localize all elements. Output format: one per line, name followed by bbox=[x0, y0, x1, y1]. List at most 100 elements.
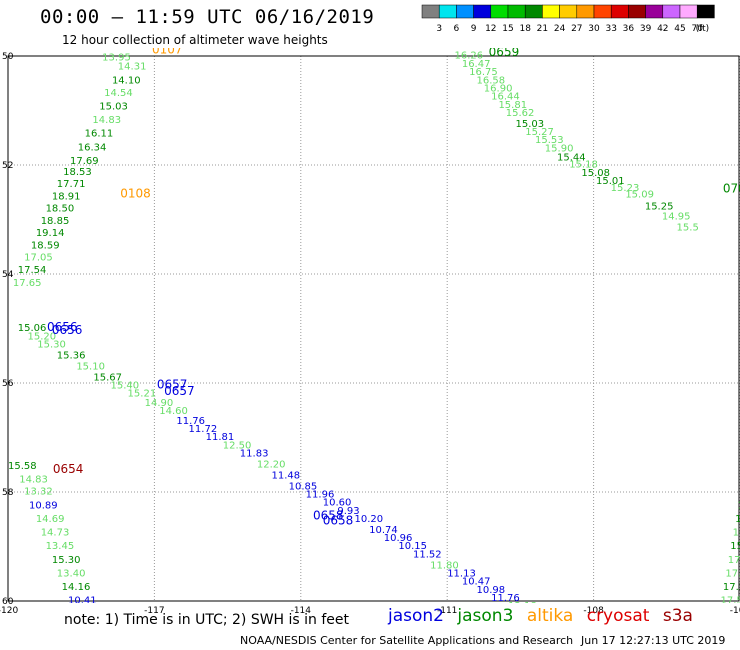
credit-line: NOAA/NESDIS Center for Satellite Applica… bbox=[240, 634, 574, 647]
time-label: 0656 bbox=[52, 323, 83, 337]
wave-height-value: 17.71 bbox=[57, 179, 86, 190]
y-tick-label: 58 bbox=[2, 488, 14, 498]
wave-height-value: 10.15 bbox=[398, 541, 427, 552]
wave-height-value: 15.09 bbox=[625, 190, 654, 201]
wave-height-value: 11.76 bbox=[176, 416, 205, 427]
y-tick-label: 60 bbox=[2, 597, 14, 607]
footnote: note: 1) Time is in UTC; 2) SWH is in fe… bbox=[64, 612, 350, 628]
wave-height-value: 16 bbox=[735, 514, 740, 525]
wave-height-value: 15.08 bbox=[581, 168, 610, 179]
wave-height-value: 18.91 bbox=[52, 191, 81, 202]
time-label: 0658 bbox=[323, 514, 354, 528]
wave-height-value: 11.48 bbox=[272, 470, 301, 481]
x-tick-label: -117 bbox=[144, 606, 164, 615]
chart-title: 00:00 – 11:59 UTC 06/16/2019 bbox=[40, 6, 375, 28]
color-scale-label: 9 bbox=[471, 24, 477, 34]
chart-subtitle: 12 hour collection of altimeter wave hei… bbox=[62, 33, 328, 47]
color-scale: 3 6 9 12 15 18 21 24 27 30 33 36 39 42 45 70(ft) bbox=[421, 4, 715, 34]
legend-s3a: s3a bbox=[662, 606, 693, 626]
color-scale-label: 21 bbox=[537, 24, 548, 34]
color-scale-label: 12 bbox=[485, 24, 496, 34]
y-tick-label: 50 bbox=[2, 52, 14, 62]
wave-height-value: 14.54 bbox=[104, 88, 133, 99]
wave-height-value: 18.50 bbox=[46, 203, 75, 214]
wave-height-value: 17.05 bbox=[24, 252, 53, 263]
wave-height-value: 13.45 bbox=[46, 541, 75, 552]
color-scale-label: 70 bbox=[691, 24, 703, 34]
time-label: 0657 bbox=[164, 384, 195, 398]
wave-height-value: 14.16 bbox=[62, 582, 91, 593]
color-scale-label: 3 bbox=[436, 24, 442, 34]
wave-height-value: 12.20 bbox=[257, 459, 286, 470]
wave-height-value: 12.18 bbox=[508, 601, 537, 612]
wave-height-value: 15.10 bbox=[76, 361, 105, 372]
wave-height-value: 19.14 bbox=[36, 228, 65, 239]
wave-height-value: 15.23 bbox=[611, 183, 640, 194]
time-label: 0656 bbox=[47, 320, 78, 334]
wave-height-value: 16.26 bbox=[455, 51, 484, 62]
color-scale-label: 33 bbox=[605, 24, 616, 34]
wave-height-value: 15.67 bbox=[93, 372, 122, 383]
wave-height-value: 15.03 bbox=[516, 119, 545, 130]
time-label: 0108 bbox=[120, 187, 151, 201]
legend-jason2: jason2 bbox=[388, 606, 444, 626]
color-scale-label: 36 bbox=[623, 24, 635, 34]
wave-height-value: 10.85 bbox=[289, 481, 318, 492]
wave-height-value: 15.20 bbox=[28, 331, 57, 342]
wave-height-value: 10.89 bbox=[29, 500, 58, 511]
wave-height-value: 15.18 bbox=[569, 160, 598, 171]
time-label: 0654 bbox=[53, 462, 84, 476]
wave-height-value: 15.40 bbox=[110, 380, 139, 391]
wave-height-value: 10.60 bbox=[323, 498, 352, 509]
wave-height-value: 18.59 bbox=[31, 240, 60, 251]
wave-height-value: 13.95 bbox=[102, 52, 131, 63]
y-tick-label: 52 bbox=[2, 161, 13, 171]
wave-height-value: 15.27 bbox=[525, 127, 554, 138]
wave-height-value: 14.83 bbox=[92, 115, 121, 126]
y-tick-label: 54 bbox=[2, 270, 14, 280]
color-scale-swatch bbox=[696, 4, 715, 19]
wave-height-value: 12.50 bbox=[223, 440, 252, 451]
wave-height-value: 17.5 bbox=[720, 596, 740, 607]
wave-height-value: 10.47 bbox=[462, 577, 491, 588]
color-scale-label: 39 bbox=[640, 24, 652, 34]
wave-height-value: 14.73 bbox=[41, 528, 70, 539]
plot-frame bbox=[7, 55, 740, 602]
color-scale-unit: (ft) bbox=[696, 24, 710, 34]
x-tick-label: -105 bbox=[730, 606, 740, 615]
x-tick-label: -120 bbox=[0, 606, 18, 615]
wave-height-value: 15.25 bbox=[645, 202, 674, 213]
x-tick-label: -111 bbox=[437, 606, 457, 615]
wave-height-value: 14.90 bbox=[145, 398, 174, 409]
wave-height-value: 15.90 bbox=[545, 143, 574, 154]
x-tick-label: -114 bbox=[291, 606, 312, 615]
time-label: 0658 bbox=[313, 508, 344, 522]
time-label: 0657 bbox=[157, 377, 188, 391]
wave-height-value: 17.65 bbox=[13, 278, 42, 289]
wave-height-value: 15.44 bbox=[557, 153, 586, 164]
wave-height-value: 10.20 bbox=[354, 514, 383, 525]
color-scale-label: 24 bbox=[554, 24, 566, 34]
wave-height-value: 16.34 bbox=[78, 142, 107, 153]
wave-height-value: 9.93 bbox=[337, 506, 359, 517]
wave-height-value: 18.85 bbox=[41, 216, 70, 227]
x-tick-label: -108 bbox=[583, 606, 604, 615]
wave-height-value: 14.60 bbox=[159, 406, 188, 417]
wave-height-value: 17.69 bbox=[70, 156, 99, 167]
wave-height-value: 10.96 bbox=[384, 533, 413, 544]
wave-height-value: 14.95 bbox=[662, 212, 691, 223]
wave-height-value: 11.76 bbox=[491, 593, 520, 604]
wave-height-value: 15.06 bbox=[18, 323, 47, 334]
plot-area: -120 -117 -114 -111 -108 -105 50 52 54 56 58 60 13.9… bbox=[0, 45, 740, 615]
time-label: 0659 bbox=[489, 45, 520, 59]
y-tick-label: 56 bbox=[2, 379, 14, 389]
color-scale-label: 15 bbox=[502, 24, 513, 34]
wave-height-value: 14.69 bbox=[36, 514, 65, 525]
wave-height-value: 17.54 bbox=[18, 265, 47, 276]
wave-height-value: 11.96 bbox=[306, 489, 335, 500]
wave-height-value: 11.13 bbox=[447, 568, 476, 579]
wave-height-value: 15.01 bbox=[596, 176, 625, 187]
wave-height-value: 11.80 bbox=[430, 560, 459, 571]
wave-height-value: 15.62 bbox=[506, 108, 535, 119]
